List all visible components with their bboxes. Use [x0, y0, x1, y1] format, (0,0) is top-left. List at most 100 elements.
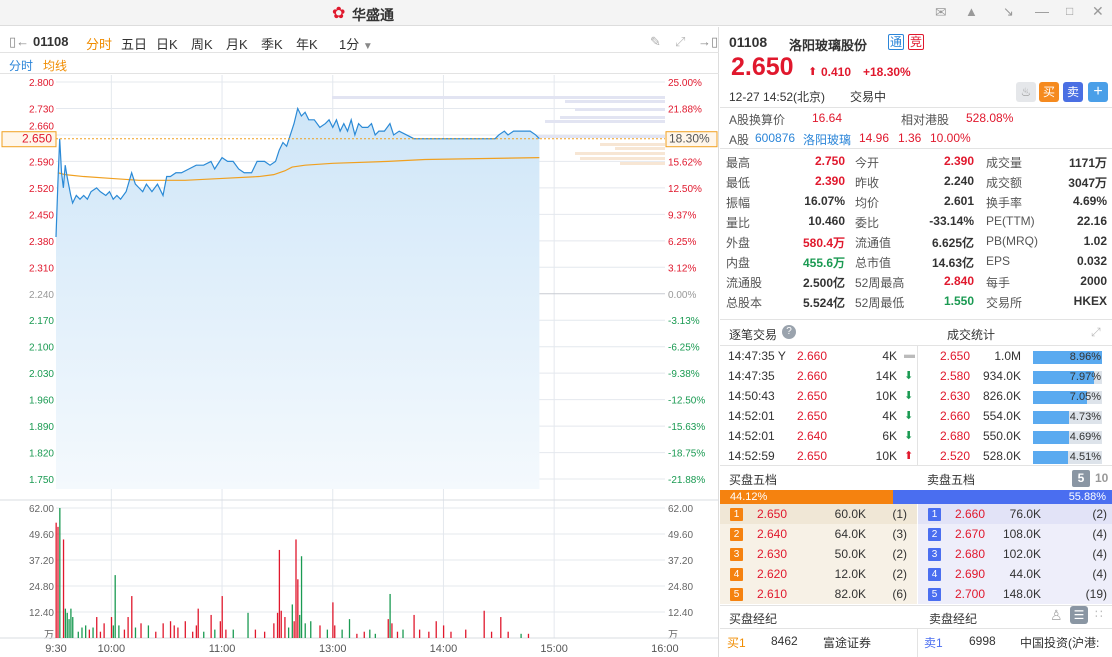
- sell-broker-id: 6998: [969, 634, 996, 648]
- tab-fenshi[interactable]: 分时: [86, 37, 113, 52]
- bid-row[interactable]: [720, 584, 917, 604]
- volume-bar: [173, 625, 175, 638]
- order-count: (2): [1092, 507, 1107, 521]
- vol-tick: 12.40: [29, 608, 54, 619]
- stat-value: HKEX: [1073, 294, 1107, 308]
- maximize-icon[interactable]: □: [1066, 4, 1074, 18]
- ask-row[interactable]: [918, 584, 1112, 604]
- volume-bar: [287, 627, 290, 638]
- list-view-icon[interactable]: ☰: [1070, 606, 1088, 624]
- pct-tick: 0.00%: [668, 290, 696, 301]
- depth-10-toggle[interactable]: 10: [1095, 471, 1109, 485]
- buy-broker-name[interactable]: 富途证券: [823, 636, 872, 650]
- sell-button[interactable]: 卖: [1063, 82, 1083, 102]
- stat-label: 总市值: [855, 256, 892, 270]
- buy-brokers-title: 买盘经纪: [729, 612, 778, 626]
- ask-row[interactable]: [918, 524, 1112, 544]
- a-share-name[interactable]: 洛阳玻璃: [803, 133, 852, 147]
- stat-value: 1171万: [1068, 156, 1107, 170]
- stat-bar: 4.51%: [1033, 451, 1102, 464]
- order-price: 2.650: [757, 507, 788, 521]
- order-volume: 108.0K: [1002, 527, 1041, 541]
- ask-row[interactable]: [918, 564, 1112, 584]
- volume-bar: [195, 625, 198, 638]
- volume-bar: [442, 625, 445, 638]
- order-volume: 148.0K: [1002, 587, 1041, 601]
- volume-bar: [57, 526, 59, 638]
- volume-bar: [500, 617, 502, 638]
- volume-bar: [114, 575, 116, 638]
- fullscreen-icon[interactable]: ⤢: [675, 34, 686, 49]
- stat-bar-fill: [1033, 411, 1070, 424]
- shrink-icon[interactable]: ↘: [1003, 4, 1014, 19]
- grid-view-icon[interactable]: ∷: [1095, 607, 1103, 621]
- stat-value: 580.4万: [802, 236, 845, 250]
- stat-value: 16.07%: [804, 194, 845, 208]
- volume-bar: [334, 625, 336, 638]
- volume-bar: [319, 625, 321, 638]
- tab-week-k[interactable]: 周K: [191, 37, 213, 52]
- quote-name: 洛阳玻璃股份: [789, 38, 868, 53]
- tab-day-k[interactable]: 日K: [156, 37, 178, 52]
- collapse-left-icon[interactable]: ▯←: [9, 34, 30, 49]
- tab-year-k[interactable]: 年K: [296, 37, 318, 52]
- buy-button[interactable]: 买: [1039, 82, 1059, 102]
- volume-bar: [177, 627, 179, 638]
- close-icon[interactable]: ✕: [1092, 3, 1104, 19]
- tab-quarter-k[interactable]: 季K: [261, 37, 283, 52]
- order-count: (1): [892, 507, 907, 521]
- volume-bar: [140, 623, 142, 638]
- time-label: 11:00: [209, 643, 236, 655]
- tab-month-k[interactable]: 月K: [226, 37, 248, 52]
- a-share-code[interactable]: 600876: [755, 131, 796, 145]
- trades-title: 逐笔交易: [729, 328, 778, 342]
- add-watchlist-button[interactable]: +: [1088, 82, 1108, 102]
- stat-volume: 554.0K: [982, 409, 1021, 423]
- shirt-icon[interactable]: ▲: [965, 4, 978, 19]
- volume-bar: [391, 623, 393, 638]
- vol-tick-right: 24.80: [668, 582, 693, 593]
- bid-row[interactable]: [720, 524, 917, 544]
- trade-price: 2.660: [797, 349, 828, 363]
- collapse-right-icon[interactable]: →▯: [698, 34, 719, 49]
- trade-price: 2.650: [797, 389, 828, 403]
- expand-icon[interactable]: ⤢: [1091, 325, 1101, 339]
- order-price: 2.690: [955, 567, 986, 581]
- volume-bar: [490, 631, 493, 638]
- pct-tick: 9.37%: [668, 210, 696, 221]
- bid-row[interactable]: [720, 504, 917, 524]
- stat-value: 455.6万: [802, 256, 845, 270]
- order-volume: 60.0K: [834, 507, 866, 521]
- person-icon[interactable]: ♙: [1050, 607, 1063, 623]
- volume-bar: [299, 614, 301, 638]
- ask-row[interactable]: [918, 544, 1112, 564]
- order-count: (4): [1092, 527, 1107, 541]
- vol-tick-right: 49.60: [668, 530, 693, 541]
- price-tick: 2.170: [29, 316, 54, 327]
- bid-row[interactable]: [720, 564, 917, 584]
- stat-label: 委比: [855, 216, 880, 230]
- stock-code: 01108: [33, 34, 69, 49]
- stat-bar: 4.73%: [1033, 411, 1102, 424]
- stat-value: 1.02: [1083, 234, 1107, 248]
- minimize-icon[interactable]: —: [1035, 3, 1049, 19]
- interval-select[interactable]: 1分 ▼: [339, 34, 373, 53]
- level-badge: 2: [928, 528, 941, 541]
- order-volume: 102.0K: [1002, 547, 1041, 561]
- level-badge: 3: [730, 548, 743, 561]
- volume-bar: [103, 623, 105, 638]
- depth-5-toggle[interactable]: 5: [1072, 470, 1090, 487]
- mail-icon[interactable]: ✉: [935, 4, 947, 20]
- volume-bar: [123, 629, 126, 638]
- trading-status: 交易中: [850, 90, 887, 104]
- bid-row[interactable]: [720, 544, 917, 564]
- alert-bell-icon[interactable]: ♨: [1016, 82, 1036, 102]
- order-price: 2.660: [955, 507, 986, 521]
- help-icon[interactable]: ?: [782, 325, 796, 339]
- stat-label: 均价: [855, 196, 880, 210]
- pencil-icon[interactable]: ✎: [650, 34, 661, 49]
- tab-5day[interactable]: 五日: [121, 37, 148, 52]
- sell-broker-name[interactable]: 中国投资(沪港:: [1020, 636, 1100, 650]
- time-label: 10:00: [98, 643, 126, 655]
- ask-row[interactable]: [918, 504, 1112, 524]
